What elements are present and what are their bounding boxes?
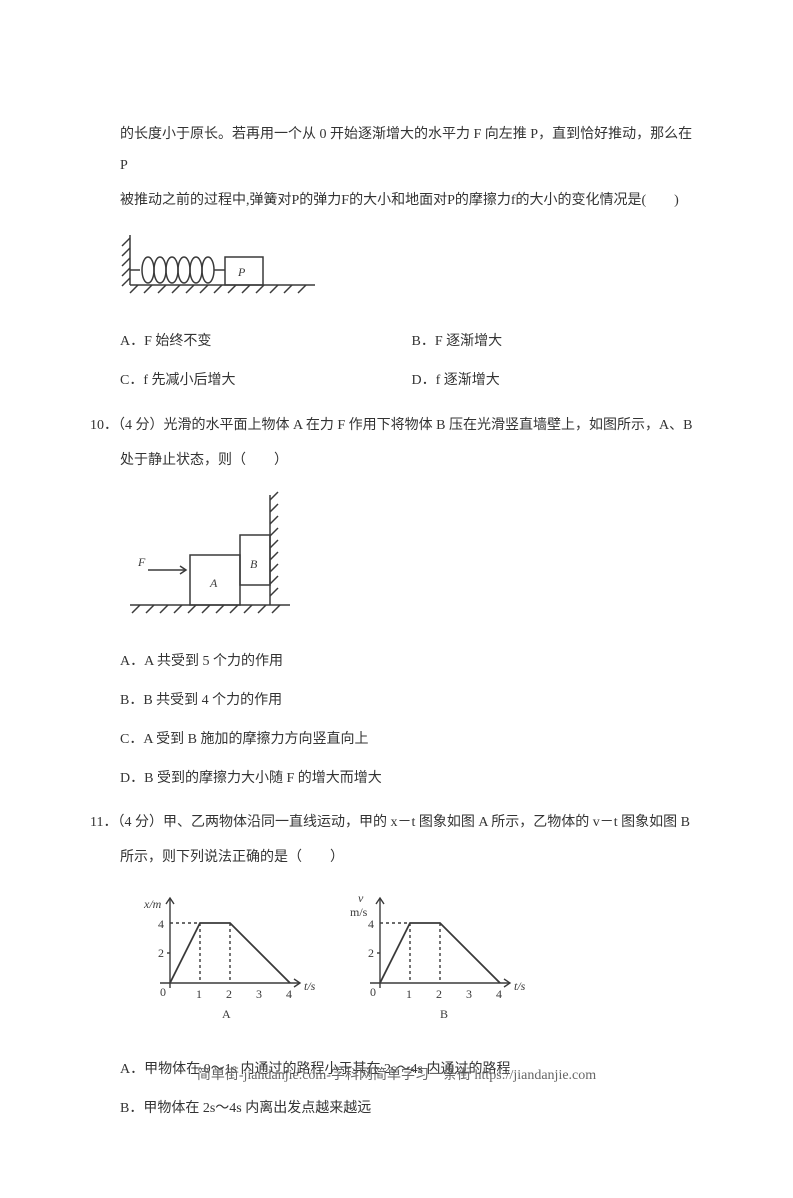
q10-option-c: C．A 受到 B 施加的摩擦力方向竖直向上	[120, 725, 703, 756]
q10-F-label: F	[137, 555, 146, 569]
svg-text:4: 4	[496, 987, 502, 1001]
svg-text:4: 4	[368, 917, 374, 931]
q11-figure: x/m 4 2 0 1 2 3 4 t/s A	[120, 888, 703, 1041]
chart-a: x/m 4 2 0 1 2 3 4 t/s A	[143, 897, 316, 1021]
svg-text:0: 0	[160, 985, 166, 999]
svg-text:3: 3	[256, 987, 262, 1001]
svg-text:A: A	[222, 1007, 231, 1021]
q9-option-c: C．f 先减小后增大	[120, 366, 412, 397]
q9-option-d: D．f 逐渐增大	[412, 366, 704, 397]
svg-text:1: 1	[406, 987, 412, 1001]
page-footer: 简单街-jiandanjie.com-学科网简单学习一条街 https://ji…	[0, 1064, 793, 1084]
q11-stem-line1: 11．（4 分）甲、乙两物体沿同一直线运动，甲的 x－t 图象如图 A 所示，乙…	[90, 808, 703, 839]
q10-B-label: B	[250, 557, 258, 571]
svg-text:m/s: m/s	[350, 905, 368, 919]
svg-text:t/s: t/s	[304, 979, 316, 993]
q10-option-a: A．A 共受到 5 个力的作用	[120, 647, 703, 678]
svg-text:1: 1	[196, 987, 202, 1001]
q11-option-b: B．甲物体在 2s～4s 内离出发点越来越远	[120, 1094, 703, 1125]
q9-text-line2: 被推动之前的过程中,弹簧对P的弹力F的大小和地面对P的摩擦力f的大小的变化情况是…	[120, 186, 703, 217]
q10-figure: F A B	[120, 490, 703, 633]
svg-text:0: 0	[370, 985, 376, 999]
svg-text:x/m: x/m	[143, 897, 162, 911]
svg-text:B: B	[440, 1007, 448, 1021]
svg-text:2: 2	[158, 946, 164, 960]
q9-option-a: A．F 始终不变	[120, 327, 412, 358]
chart-b: v m/s 4 2 0 1 2 3 4 t/s B	[350, 891, 526, 1021]
q9-option-b: B．F 逐渐增大	[412, 327, 704, 358]
q11-stem-line2: 所示，则下列说法正确的是（ ）	[120, 843, 703, 874]
q9-figure: P	[120, 230, 703, 313]
q9-block-label: P	[237, 265, 246, 279]
svg-text:2: 2	[226, 987, 232, 1001]
svg-text:4: 4	[286, 987, 292, 1001]
svg-text:4: 4	[158, 917, 164, 931]
svg-text:v: v	[358, 891, 364, 905]
svg-text:2: 2	[436, 987, 442, 1001]
svg-text:3: 3	[466, 987, 472, 1001]
svg-text:2: 2	[368, 946, 374, 960]
q9-text-line1: 的长度小于原长。若再用一个从 0 开始逐渐增大的水平力 F 向左推 P，直到恰好…	[120, 120, 703, 182]
q10-A-label: A	[209, 576, 218, 590]
q10-stem-line2: 处于静止状态，则（ ）	[120, 446, 703, 477]
q10-option-d: D．B 受到的摩擦力大小随 F 的增大而增大	[120, 764, 703, 795]
q10-option-b: B．B 共受到 4 个力的作用	[120, 686, 703, 717]
svg-text:t/s: t/s	[514, 979, 526, 993]
q10-stem-line1: 10．（4 分）光滑的水平面上物体 A 在力 F 作用下将物体 B 压在光滑竖直…	[90, 411, 703, 442]
